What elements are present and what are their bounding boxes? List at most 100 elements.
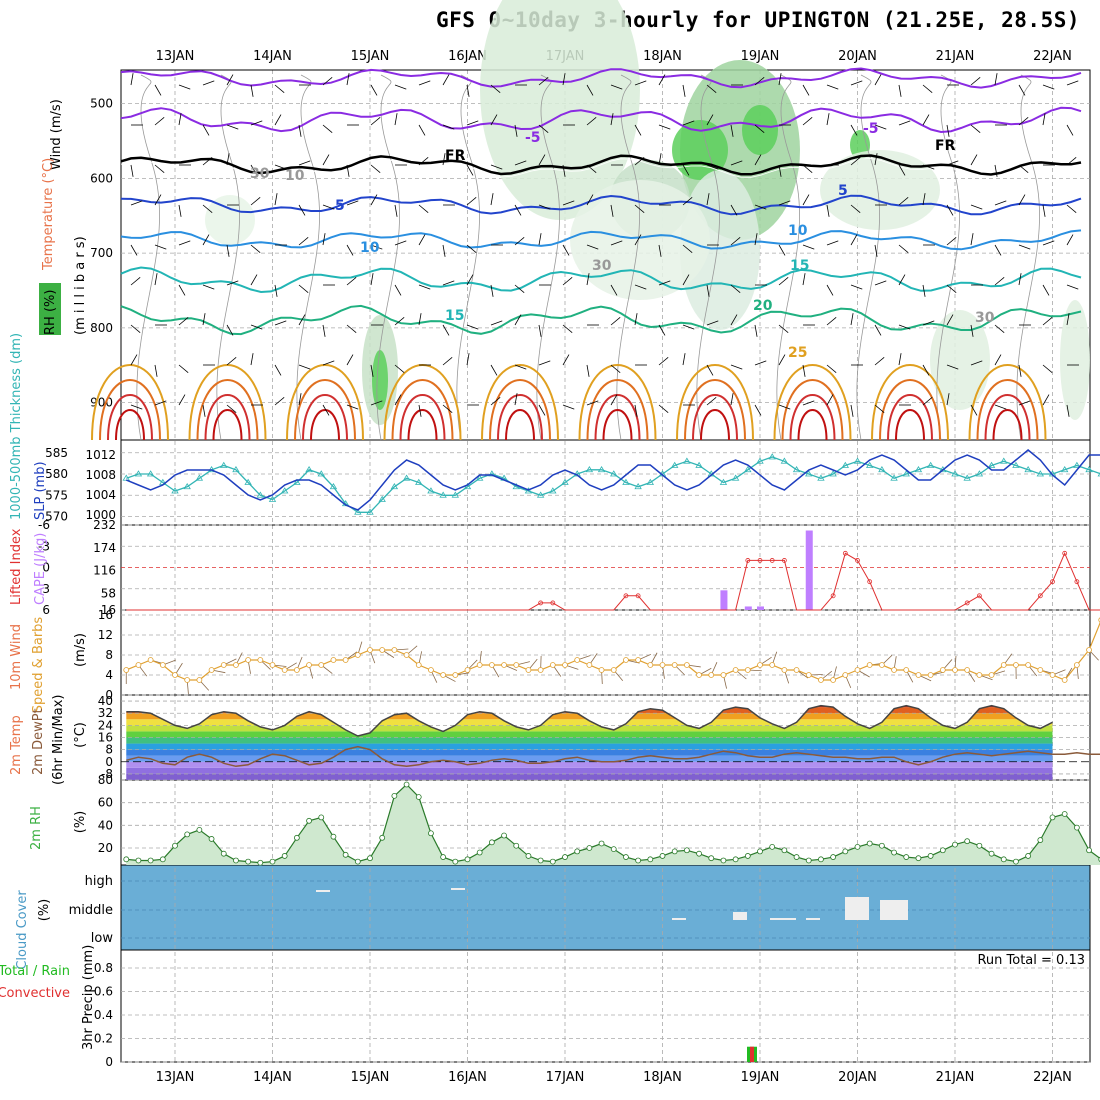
cape-tick: 58 — [101, 586, 116, 600]
wind-barb — [1042, 364, 1053, 374]
wind-barb — [730, 124, 734, 137]
wind-speed-point — [172, 672, 178, 678]
contour-label: 10 — [788, 223, 808, 239]
cape-tick: 16 — [101, 603, 116, 617]
wind-barb — [130, 276, 141, 286]
rh-point — [415, 794, 422, 800]
temp-lobe-contour — [984, 394, 1031, 441]
temp-band — [121, 695, 1090, 701]
pressure-tick: 600 — [90, 171, 113, 185]
temp-lobe-contour — [879, 379, 941, 441]
wind-barb — [706, 114, 714, 126]
wind-barb — [442, 324, 450, 336]
wind-barb — [682, 274, 690, 286]
rh-point — [939, 847, 946, 854]
contour-label: 15 — [790, 258, 809, 274]
wind-barb — [826, 394, 834, 406]
wind-barb — [370, 364, 374, 377]
rh-point — [696, 850, 702, 857]
wind-barb — [514, 160, 527, 166]
temp-tick: 24 — [98, 718, 113, 732]
wind-barb — [394, 394, 402, 406]
wind-barb — [178, 316, 189, 326]
lifted-index-point — [623, 593, 629, 599]
thickness-point — [439, 491, 447, 498]
wind-barb — [706, 164, 719, 170]
wind-barb — [850, 204, 861, 214]
wind-barb — [898, 244, 909, 254]
wind-barb — [1042, 240, 1055, 246]
wind-barb — [418, 124, 426, 136]
ylabel-millibars: (m i l l i b a r s) — [73, 236, 88, 335]
wind-barb — [274, 320, 287, 326]
temp-lobe-contour — [895, 409, 925, 441]
temp-band — [126, 719, 1053, 726]
wind-speed-point — [696, 672, 702, 678]
lifted-index-point — [976, 593, 982, 599]
wind-barb — [874, 280, 887, 286]
lifted-index-point — [538, 600, 544, 606]
rh-point — [659, 853, 666, 859]
wind-speed-point — [1049, 672, 1056, 678]
wind-barb — [946, 393, 950, 406]
wind-barb — [538, 204, 551, 210]
day-label-top: 21JAN — [936, 49, 975, 64]
rh-point — [842, 848, 849, 855]
temp-band — [126, 713, 1053, 720]
rh-point — [988, 850, 995, 857]
wind-barb — [1066, 156, 1077, 166]
thickness-point — [293, 478, 301, 485]
temp-lobe-contour — [887, 394, 933, 441]
ylabel-thickness: 1000-500mb Thickness (dm) — [9, 333, 24, 520]
pressure-tick: 900 — [90, 396, 113, 410]
wind-barb — [874, 404, 885, 414]
wind-speed-point — [598, 667, 605, 673]
wind-barb — [730, 314, 738, 326]
wind-barb — [730, 236, 741, 246]
wind-speed-point — [403, 652, 410, 658]
temp-lobe-contour — [91, 364, 169, 441]
temp-lobe-contour — [286, 364, 364, 441]
wind-barb — [778, 73, 782, 86]
thickness-point — [573, 470, 581, 477]
wind-barb — [658, 153, 662, 166]
contour-label: 15 — [445, 308, 464, 324]
thickness-line — [126, 456, 1100, 513]
wind-speed-point — [1086, 647, 1092, 653]
temp-lobe-contour — [789, 394, 836, 441]
thickness-point — [1085, 465, 1093, 473]
wind-barb — [154, 244, 167, 250]
wind-speed-point — [708, 672, 715, 678]
wind-speed-point — [818, 677, 824, 683]
temp-lobe-contour — [489, 379, 551, 441]
thickness-point — [256, 491, 265, 498]
wind-barb — [1066, 204, 1077, 214]
wind-barb — [274, 114, 282, 126]
wind-barb — [586, 400, 599, 406]
ylabel-2m-dewpt: 2m DewPt — [31, 708, 46, 775]
thickness-point — [1000, 457, 1008, 464]
temp-lobe-contour — [871, 364, 949, 441]
wind-speed-point — [306, 662, 312, 668]
wind-barb — [226, 244, 230, 257]
thickness-point — [244, 478, 252, 485]
temp-lobe-contour — [594, 394, 641, 441]
thickness-point — [232, 465, 240, 473]
ylabel-10m-wind: 10m Wind — [9, 624, 24, 690]
thickness-point — [1036, 470, 1045, 477]
wind-speed-point — [610, 667, 617, 673]
temp-lobe-contour — [676, 364, 754, 441]
day-label-top: 19JAN — [741, 49, 780, 64]
wind-barb — [898, 353, 902, 366]
wind-barb — [298, 284, 309, 294]
wind-speed-point — [513, 662, 520, 668]
wind-barb — [226, 404, 237, 414]
wind-barb — [370, 244, 383, 250]
wind-barb — [970, 124, 981, 134]
wind-barb — [826, 84, 839, 90]
day-label-bottom: 13JAN — [156, 1070, 195, 1085]
rh-point — [586, 845, 593, 851]
wind-barb — [226, 74, 234, 86]
wind-barb — [178, 113, 182, 126]
temp-lobe-contour — [684, 379, 746, 441]
